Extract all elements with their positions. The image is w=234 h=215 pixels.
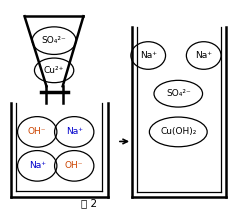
Text: Cu(OH)₂: Cu(OH)₂	[160, 127, 197, 136]
Text: OH⁻: OH⁻	[28, 127, 47, 136]
Text: Na⁺: Na⁺	[195, 51, 212, 60]
Text: SO₄²⁻: SO₄²⁻	[166, 89, 191, 98]
Text: 图 2: 图 2	[81, 198, 97, 208]
Text: Na⁺: Na⁺	[140, 51, 157, 60]
Text: OH⁻: OH⁻	[65, 161, 84, 170]
Text: Cu²⁺: Cu²⁺	[44, 66, 64, 75]
Text: Na⁺: Na⁺	[29, 161, 46, 170]
Text: Na⁺: Na⁺	[66, 127, 83, 136]
Text: SO₄²⁻: SO₄²⁻	[42, 36, 66, 45]
